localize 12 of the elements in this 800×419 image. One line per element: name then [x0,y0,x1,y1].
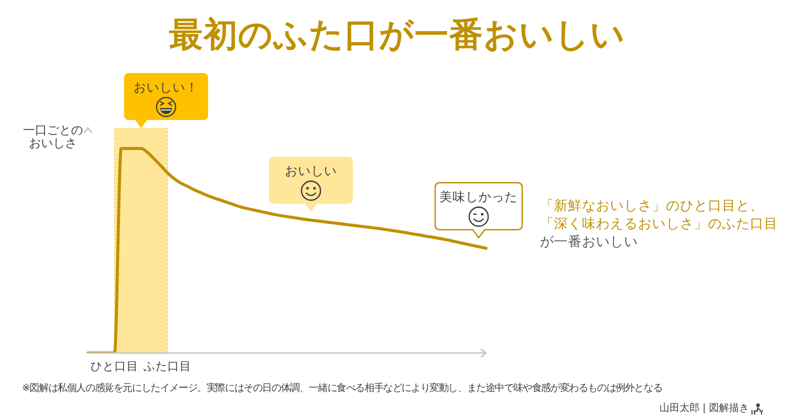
annotation: おいしい [285,163,337,178]
x-tick-label: ひと口目 [90,359,139,374]
text: 「深く味わえるおいしさ」のふた口目 [540,215,778,234]
chart-title: 最初のふた口が一番おいしい [168,15,626,55]
text: ※図解は私個人の感覚を元にしたイメージ。実際にはその日の体調、一緒に食べる相手などにより変動し、また途中で味や食感が変わるものは例外となる [22,382,662,396]
x-tick-label: ふた口目 [142,359,192,374]
band-label: おいしい！ [134,80,199,94]
annotation: 美味しかった [440,189,518,204]
text: 山田太郎 | 図解描き [659,402,749,416]
text: が一番おいしい [540,233,638,252]
y-axis-title: 一口ごとのおいしさ [22,122,84,150]
text: 「新鮮なおいしさ」のひと口目と、 [540,196,764,216]
